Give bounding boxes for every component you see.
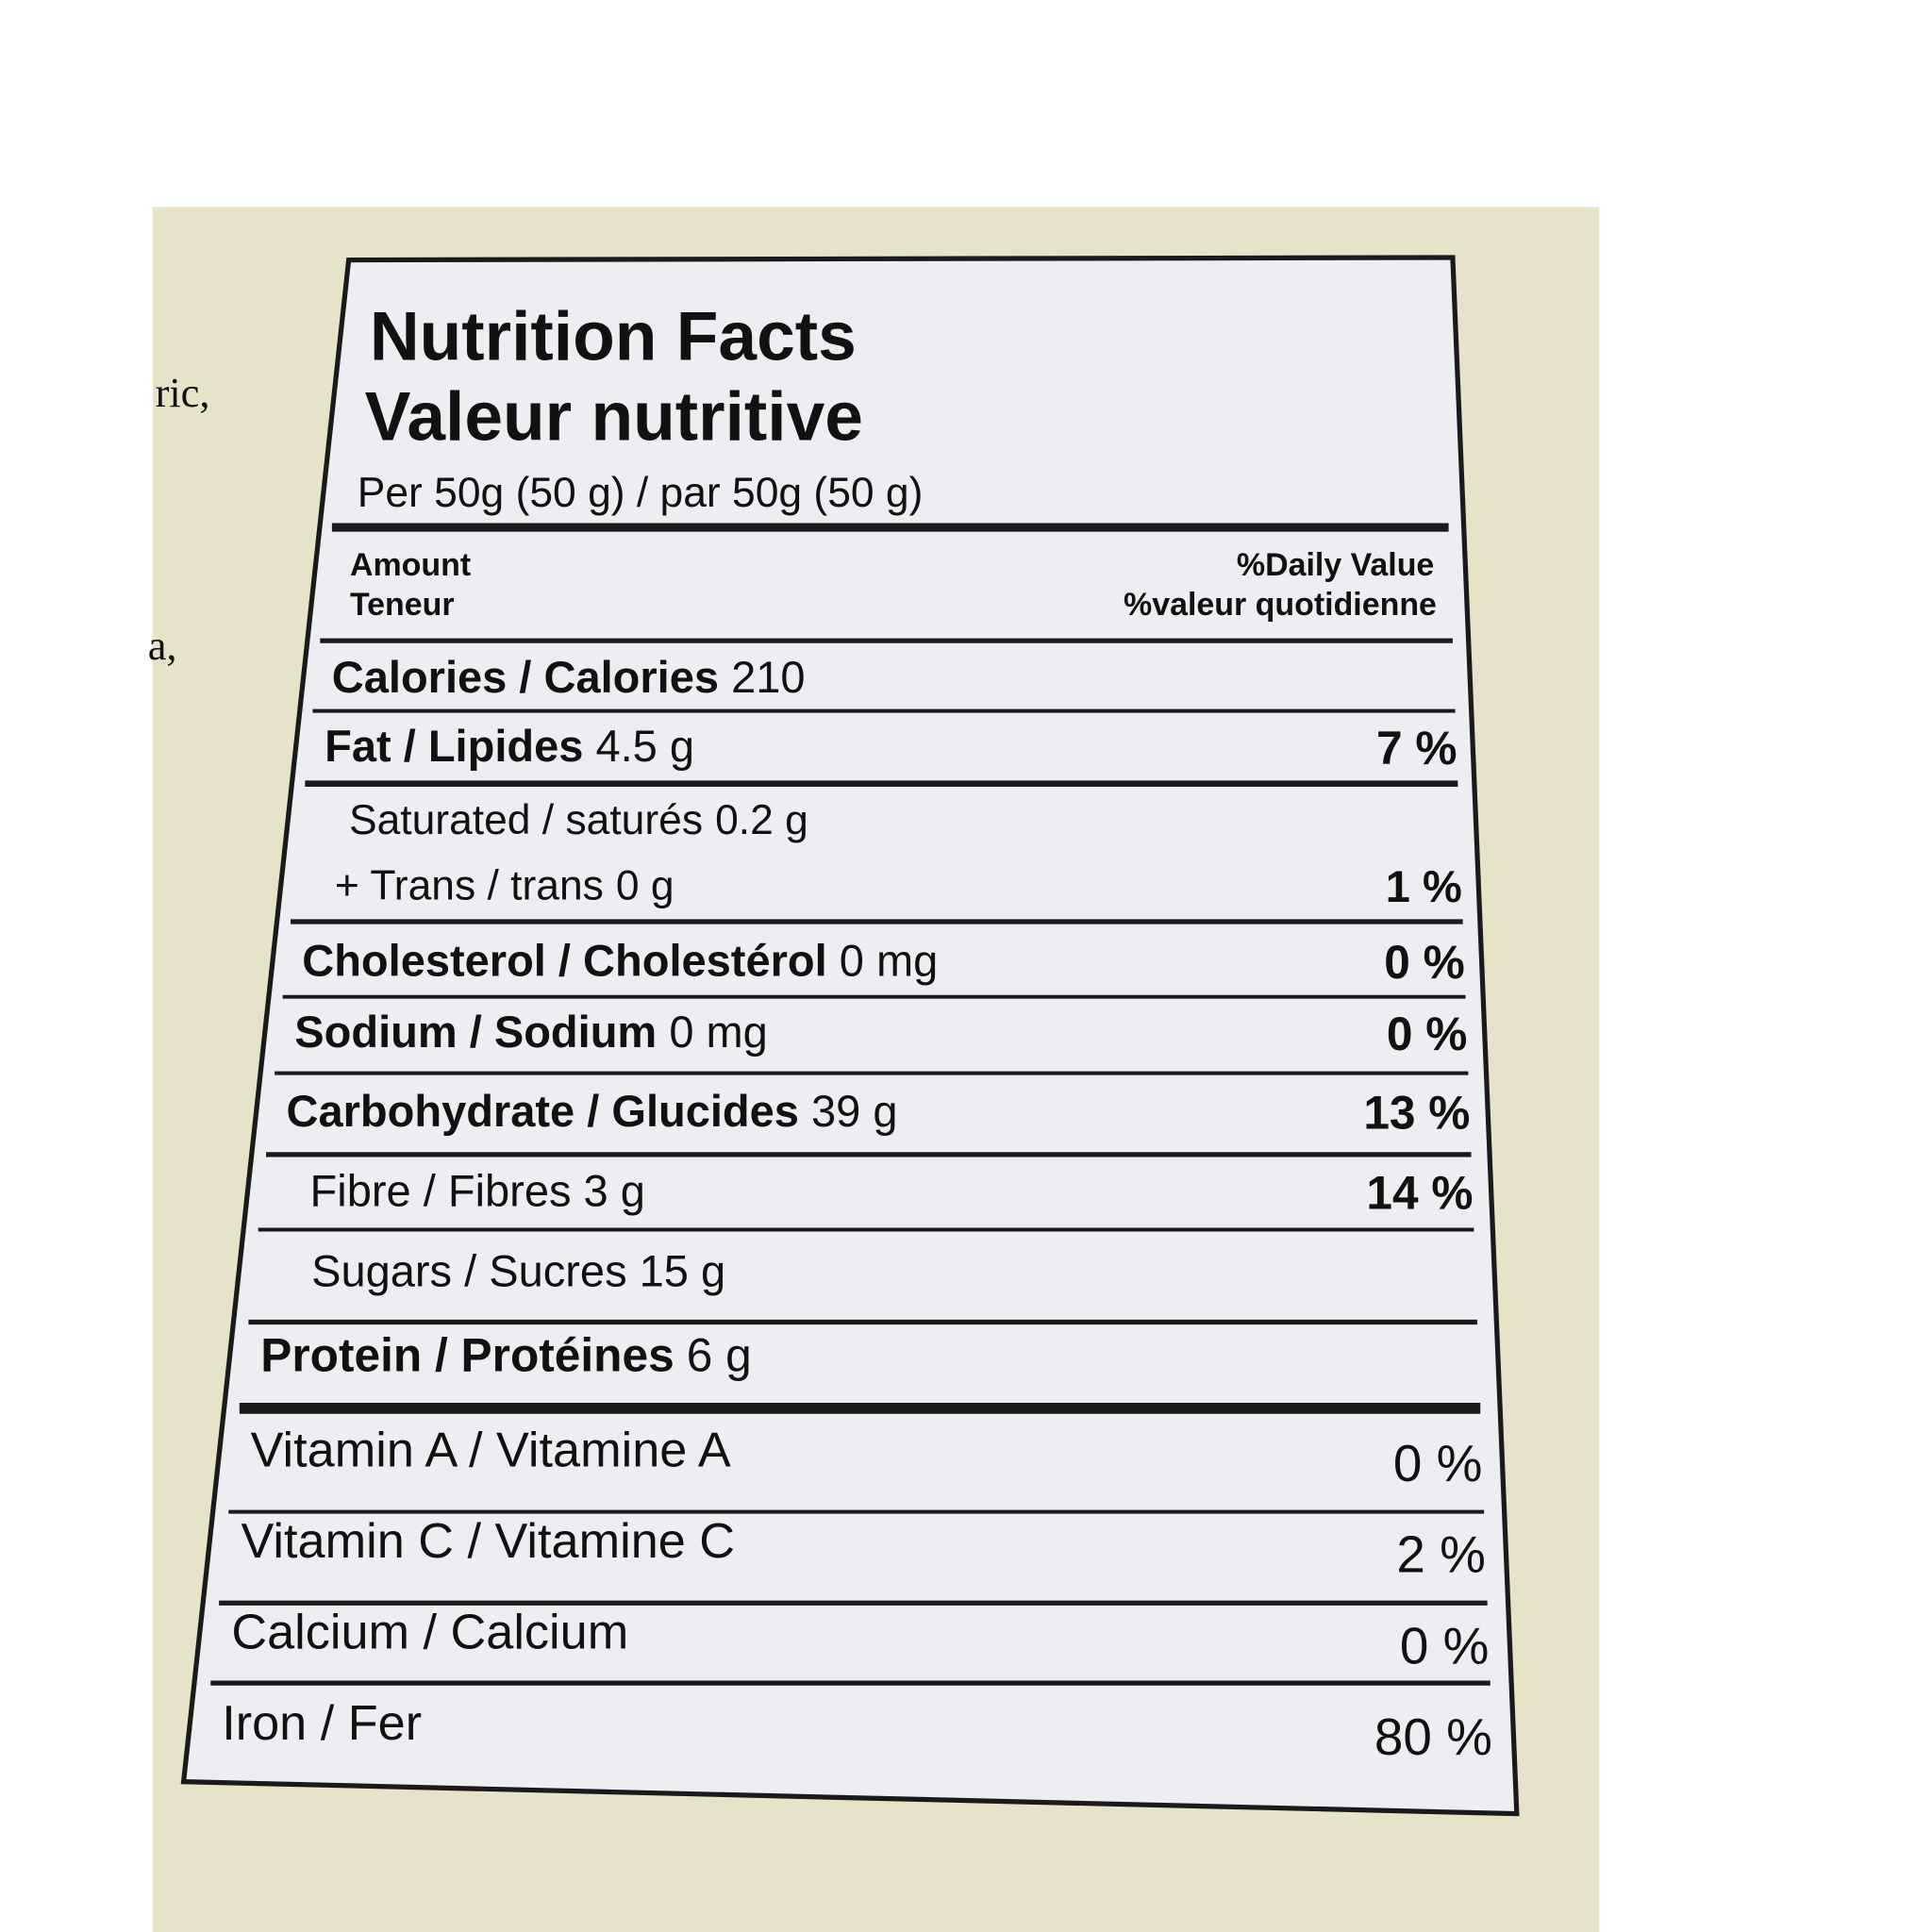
nutrient-name: Calories / Calories bbox=[332, 652, 719, 702]
nutrient-name: Sodium / Sodium bbox=[294, 1007, 657, 1057]
daily-value: 7 % bbox=[1376, 722, 1457, 774]
nutrient-amount: 0 g bbox=[616, 862, 675, 908]
header-dv: %Daily Value bbox=[1237, 547, 1434, 583]
daily-value: 0 % bbox=[1387, 1008, 1468, 1060]
daily-value: 0 % bbox=[1393, 1434, 1483, 1492]
header-dv-fr: %valeur quotidienne bbox=[1124, 587, 1437, 623]
nutrient-amount: 3 g bbox=[584, 1166, 645, 1216]
nutrient-name: + Trans / trans bbox=[335, 862, 604, 908]
nutrient-row: Sugars / Sucres 15 g bbox=[311, 1246, 725, 1296]
nutrient-amount: 0 mg bbox=[669, 1007, 768, 1057]
nutrient-name: Sugars / Sucres bbox=[311, 1246, 626, 1296]
nutrient-name: Fat / Lipides bbox=[325, 721, 583, 771]
nutrient-amount: 15 g bbox=[640, 1246, 726, 1296]
nutrient-name: Cholesterol / Cholestérol bbox=[302, 935, 826, 985]
nutrient-name: Protein / Protéines bbox=[260, 1329, 674, 1382]
label-title-fr: Valeur nutritive bbox=[365, 378, 863, 455]
nutrient-row: Sodium / Sodium 0 mg bbox=[294, 1007, 768, 1057]
side-text: a, bbox=[148, 622, 177, 669]
nutrient-row: Fibre / Fibres 3 g bbox=[310, 1166, 645, 1216]
nutrient-row: Saturated / saturés 0.2 g bbox=[349, 797, 808, 843]
nutrient-row: Vitamin C / Vitamine C bbox=[242, 1514, 736, 1569]
header-amount: Amount bbox=[350, 547, 471, 583]
nutrient-row: Fat / Lipides 4.5 g bbox=[325, 721, 694, 771]
nutrient-name: Saturated / saturés bbox=[349, 797, 703, 843]
daily-value: 14 % bbox=[1366, 1166, 1473, 1219]
nutrient-row: Vitamin A / Vitamine A bbox=[251, 1423, 731, 1477]
nutrient-row: + Trans / trans 0 g bbox=[335, 862, 675, 908]
daily-value: 1 % bbox=[1386, 861, 1462, 911]
nutrient-row: Protein / Protéines 6 g bbox=[260, 1329, 752, 1382]
nutrient-amount: 0.2 g bbox=[715, 797, 808, 843]
nutrient-amount: 4.5 g bbox=[595, 721, 694, 771]
side-text: ric, bbox=[156, 369, 210, 416]
daily-value: 2 % bbox=[1396, 1525, 1486, 1584]
nutrient-name: Vitamin A / Vitamine A bbox=[251, 1423, 731, 1477]
nutrient-row: Iron / Fer bbox=[222, 1696, 422, 1751]
nutrient-name: Iron / Fer bbox=[222, 1696, 422, 1751]
nutrient-amount: 6 g bbox=[687, 1329, 752, 1382]
nutrient-row: Carbohydrate / Glucides 39 g bbox=[287, 1086, 898, 1136]
nutrient-name: Carbohydrate / Glucides bbox=[287, 1086, 799, 1136]
nutrient-name: Calcium / Calcium bbox=[231, 1606, 628, 1660]
nutrient-amount: 210 bbox=[731, 652, 805, 702]
nutrient-row: Calories / Calories 210 bbox=[332, 652, 806, 702]
daily-value: 0 % bbox=[1384, 936, 1465, 989]
nutrient-amount: 39 g bbox=[811, 1086, 898, 1136]
nutrient-name: Fibre / Fibres bbox=[310, 1166, 572, 1216]
nutrient-name: Vitamin C / Vitamine C bbox=[242, 1514, 736, 1569]
label-box bbox=[180, 255, 1520, 1817]
label-title: Nutrition Facts bbox=[370, 298, 857, 375]
daily-value: 0 % bbox=[1400, 1616, 1490, 1674]
daily-value: 80 % bbox=[1374, 1707, 1492, 1766]
nutrient-row: Cholesterol / Cholestérol 0 mg bbox=[302, 935, 938, 985]
header-amount-fr: Teneur bbox=[350, 587, 455, 623]
nutrient-row: Calcium / Calcium bbox=[231, 1606, 628, 1660]
nutrient-amount: 0 mg bbox=[840, 935, 939, 985]
daily-value: 13 % bbox=[1363, 1086, 1470, 1139]
serving-size: Per 50g (50 g) / par 50g (50 g) bbox=[358, 470, 924, 516]
